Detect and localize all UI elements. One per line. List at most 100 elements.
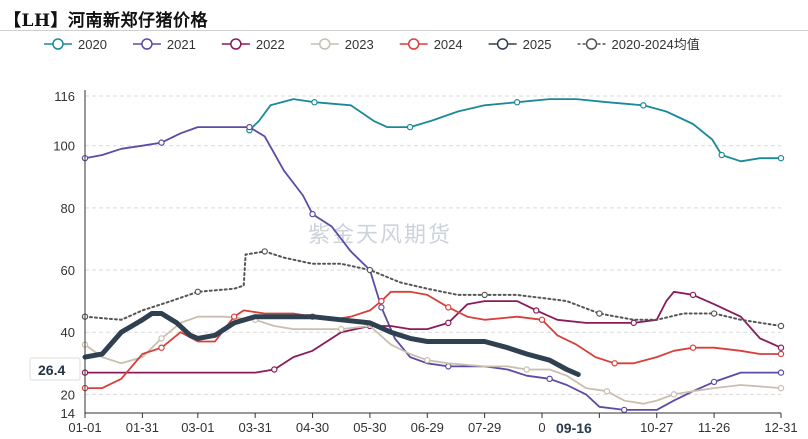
x-tick-label: 12-31 (764, 420, 797, 435)
series-line[interactable] (84, 250, 782, 327)
series-2020 (246, 98, 785, 163)
data-point[interactable] (710, 378, 718, 386)
legend-label: 2020 (78, 37, 107, 52)
data-point[interactable] (689, 291, 697, 299)
series-line[interactable] (84, 126, 782, 411)
legend-item-2020[interactable]: 2020 (44, 37, 107, 52)
data-point[interactable] (777, 322, 785, 330)
data-point[interactable] (603, 388, 611, 395)
x-tick-label: 07-29 (468, 420, 501, 435)
series-2025 (82, 311, 581, 377)
y-tick-label: 116 (54, 89, 75, 104)
legend-label: 2022 (256, 37, 285, 52)
data-point[interactable] (777, 344, 785, 351)
x-tick-label: 03-01 (181, 420, 214, 435)
legend-label: 2024 (434, 37, 463, 52)
data-point[interactable] (538, 316, 546, 323)
data-point[interactable] (271, 366, 278, 373)
y-tick-label: 100 (53, 139, 75, 154)
data-point[interactable] (611, 360, 618, 367)
x-tick-label: 0 (538, 420, 545, 435)
grid (85, 95, 781, 414)
legend-label: 2020-2024均值 (612, 37, 700, 52)
data-point[interactable] (309, 210, 316, 218)
highlight-x-label: 09-16 (556, 420, 592, 436)
series-line[interactable] (248, 98, 782, 163)
legend-item-2020-2024均值[interactable]: 2020-2024均值 (577, 37, 700, 52)
data-point[interactable] (158, 139, 165, 146)
y-tick-label: 80 (61, 201, 75, 216)
data-point[interactable] (424, 356, 431, 364)
x-tick-label: 10-27 (640, 420, 673, 435)
data-point[interactable] (533, 307, 540, 314)
legend-label: 2021 (167, 37, 196, 52)
legend-label: 2023 (345, 37, 374, 52)
data-point[interactable] (621, 406, 628, 414)
data-point[interactable] (670, 391, 678, 398)
legend-item-2022[interactable]: 2022 (221, 37, 285, 52)
data-point[interactable] (710, 310, 718, 317)
data-point[interactable] (596, 310, 603, 317)
data-point[interactable] (378, 297, 385, 305)
data-point[interactable] (630, 319, 637, 327)
legend-marker (141, 38, 153, 50)
data-point[interactable] (640, 102, 647, 109)
data-point[interactable] (378, 304, 385, 311)
data-point[interactable] (338, 325, 345, 333)
data-point[interactable] (445, 363, 452, 370)
legend-marker (585, 38, 598, 50)
data-point[interactable] (777, 369, 785, 376)
data-point[interactable] (158, 344, 165, 351)
data-point[interactable] (194, 288, 202, 295)
legend-item-2025[interactable]: 2025 (488, 37, 552, 52)
y-tick-label: 40 (61, 325, 75, 340)
data-point[interactable] (777, 350, 785, 358)
data-point[interactable] (523, 366, 530, 373)
x-tick-label: 11-26 (698, 420, 730, 435)
chart-title: 【LH】河南新郑仔猪价格 (4, 11, 209, 31)
data-point[interactable] (261, 248, 268, 255)
x-tick-label: 03-31 (239, 420, 272, 435)
legend: 2020 2021 2022 2023 2024 2025 2020-2024均值 (44, 37, 700, 52)
legend-marker (407, 38, 420, 50)
highlight-x-tag (548, 418, 610, 438)
legend-marker (52, 38, 64, 50)
x-tick-label: 01-31 (126, 420, 159, 435)
data-point[interactable] (366, 266, 374, 274)
data-point[interactable] (777, 154, 785, 162)
y-tick-label: 60 (61, 263, 75, 278)
series-line[interactable] (84, 315, 782, 405)
data-point[interactable] (777, 384, 785, 392)
legend-item-2021[interactable]: 2021 (132, 37, 196, 52)
data-point[interactable] (158, 335, 165, 342)
x-tick-label: 05-30 (353, 420, 386, 435)
series-line[interactable] (82, 311, 581, 377)
y-tick-label: 14 (61, 406, 75, 421)
data-point[interactable] (230, 313, 238, 320)
series-line[interactable] (84, 290, 782, 389)
series-2021 (81, 123, 785, 414)
x-tick-label: 06-29 (411, 420, 444, 435)
data-point[interactable] (546, 375, 553, 383)
data-point[interactable] (246, 123, 253, 131)
data-point[interactable] (718, 151, 725, 159)
data-point[interactable] (445, 319, 452, 327)
series-2023 (81, 315, 785, 405)
x-tick-label: 01-01 (68, 420, 101, 435)
legend-marker (319, 38, 331, 50)
series-line[interactable] (84, 290, 782, 374)
data-point[interactable] (445, 304, 452, 311)
data-point[interactable] (481, 291, 488, 299)
series-2020-2024均值 (81, 248, 785, 330)
legend-item-2023[interactable]: 2023 (310, 37, 374, 52)
legend-label: 2025 (523, 37, 552, 52)
data-point[interactable] (311, 99, 318, 106)
data-point[interactable] (689, 344, 697, 351)
data-point[interactable] (513, 99, 521, 106)
legend-item-2024[interactable]: 2024 (399, 37, 463, 52)
legend-marker (230, 38, 242, 50)
y-tick-label: 20 (61, 387, 75, 402)
data-point[interactable] (406, 123, 414, 131)
current-value-tag (29, 357, 81, 381)
